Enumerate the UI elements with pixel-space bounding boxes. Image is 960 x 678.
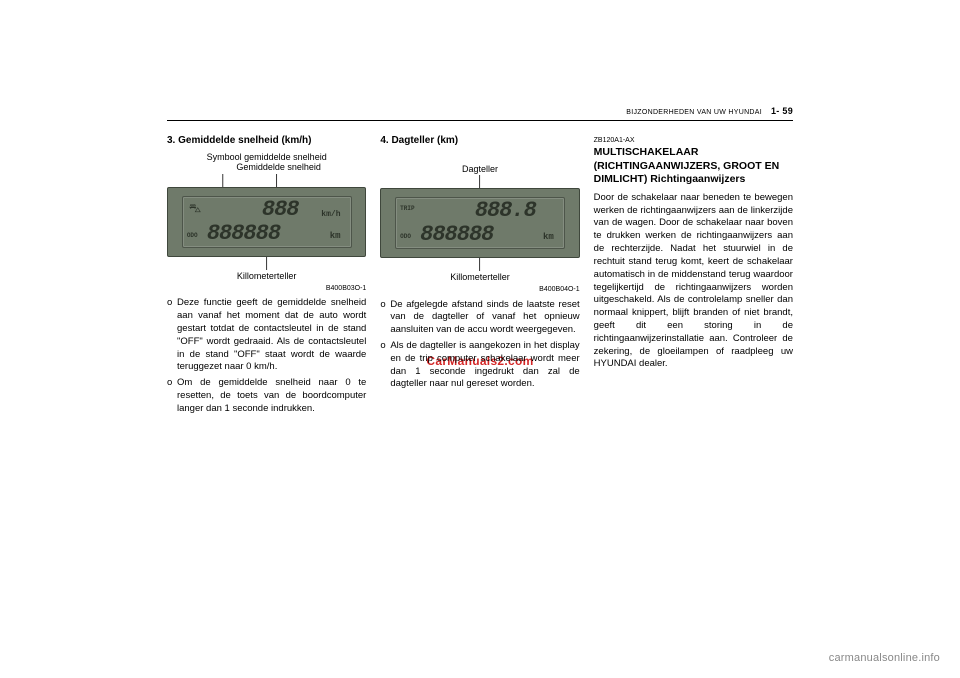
col1-bullets: o Deze functie geeft de gemiddelde snelh… [167, 297, 366, 415]
fig1-lcd: ⛍ 888 km/h ODO 888888 km [167, 187, 366, 257]
fig2-top-seg: 888.8 [475, 200, 536, 222]
column-1: 3. Gemiddelde snelheid (km/h) Symbool ge… [167, 134, 366, 419]
bullet-marker: o [167, 377, 177, 415]
bullet-marker: o [167, 297, 177, 374]
bullet-text: De afgelegde afstand sinds de laatste re… [390, 299, 579, 337]
col1-heading: 3. Gemiddelde snelheid (km/h) [167, 134, 366, 148]
watermark-footer: carmanualsonline.info [829, 652, 940, 664]
col3-notice: ZB120A1-AX [594, 136, 793, 145]
fig1-label-odo: Killometerteller [167, 271, 366, 282]
fig2-label-odo: Killometerteller [380, 272, 579, 283]
bullet-text: Om de gemiddelde snelheid naar 0 te rese… [177, 377, 366, 415]
fig1-leaders-top [167, 173, 366, 187]
fig1-unit-bot: km [330, 232, 341, 241]
page-header: BIJZONDERHEDEN VAN UW HYUNDAI 1- 59 [626, 106, 793, 116]
fig1-bottom-seg: 888888 [207, 223, 280, 245]
fig1-odo-mark: ODO [187, 233, 198, 239]
col3-body: Door de schakelaar naar beneden te beweg… [594, 192, 793, 371]
fig2-lcd-inner: TRIP 888.8 ODO 888888 km [395, 197, 565, 249]
fig2-bottom-seg: 888888 [420, 224, 493, 246]
fig1-unit-top: km/h [321, 211, 340, 219]
list-item: o De afgelegde afstand sinds de laatste … [380, 299, 579, 337]
fig2-label-trip: Dagteller [380, 164, 579, 175]
page-number: 1- 59 [771, 106, 793, 116]
bullet-text: Als de dagteller is aangekozen in het di… [390, 340, 579, 391]
fig2-leaders-bot [380, 258, 579, 272]
col2-heading: 4. Dagteller (km) [380, 134, 579, 148]
car-icon: ⛍ [189, 203, 200, 215]
col1-figure: Symbool gemiddelde snelheid Gemiddelde s… [167, 152, 366, 294]
section-title: BIJZONDERHEDEN VAN UW HYUNDAI [626, 109, 762, 116]
col2-figure: Dagteller TRIP 888.8 ODO 888888 km [380, 152, 579, 295]
bullet-marker: o [380, 299, 390, 337]
fig2-unit-bot: km [543, 233, 554, 242]
fig2-trip-mark: TRIP [400, 206, 414, 212]
fig1-caption: B400B03O-1 [167, 284, 366, 293]
column-3: ZB120A1-AX MULTISCHAKELAAR (RICHTINGAANW… [594, 134, 793, 419]
fig1-top-seg: 888 [262, 199, 299, 221]
fig1-label-symbol: Symbool gemiddelde snelheid [167, 152, 366, 163]
fig2-odo-mark: ODO [400, 234, 411, 240]
list-item: o Om de gemiddelde snelheid naar 0 te re… [167, 377, 366, 415]
header-rule [167, 120, 793, 121]
fig1-leaders-bot [167, 257, 366, 271]
col2-bullets: o De afgelegde afstand sinds de laatste … [380, 299, 579, 392]
list-item: o Deze functie geeft de gemiddelde snelh… [167, 297, 366, 374]
bullet-text: Deze functie geeft de gemiddelde snelhei… [177, 297, 366, 374]
col3-title: MULTISCHAKELAAR (RICHTINGAANWIJZERS, GRO… [594, 146, 793, 185]
fig2-leaders-top [380, 174, 579, 188]
columns: 3. Gemiddelde snelheid (km/h) Symbool ge… [167, 134, 793, 419]
fig2-caption: B400B04O-1 [380, 285, 579, 294]
fig2-lcd: TRIP 888.8 ODO 888888 km [380, 188, 579, 258]
fig1-lcd-inner: ⛍ 888 km/h ODO 888888 km [182, 196, 352, 248]
list-item: o Als de dagteller is aangekozen in het … [380, 340, 579, 391]
bullet-marker: o [380, 340, 390, 391]
column-2: 4. Dagteller (km) Dagteller TRIP 888.8 O… [380, 134, 579, 419]
fig1-label-avg: Gemiddelde snelheid [167, 162, 366, 173]
manual-page: BIJZONDERHEDEN VAN UW HYUNDAI 1- 59 CarM… [167, 120, 793, 558]
